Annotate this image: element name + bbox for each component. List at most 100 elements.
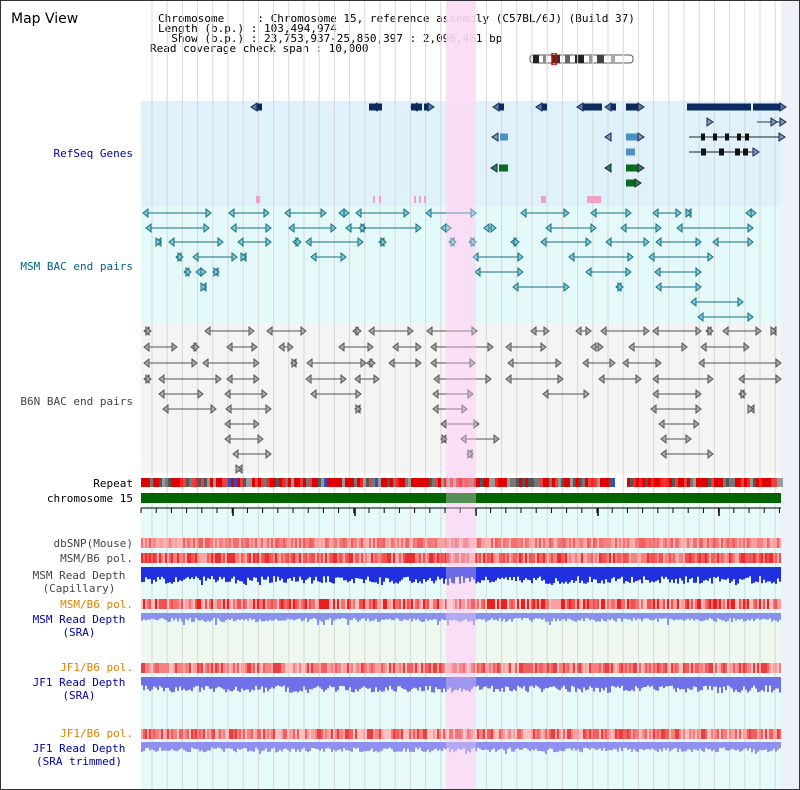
msm-capillary-depth xyxy=(199,567,201,581)
bac-end-right xyxy=(265,403,272,415)
jf1-pol-cell xyxy=(427,663,429,673)
msm-capillary-depth xyxy=(201,567,203,585)
jf1-pol-cell xyxy=(297,663,299,673)
jf1-sra-depth xyxy=(663,677,665,689)
repeat-block xyxy=(681,478,684,487)
msm-sra-depth xyxy=(155,613,157,620)
msm-pol-cell xyxy=(737,553,739,563)
msm-capillary-depth xyxy=(355,567,357,578)
jf1-trim-depth xyxy=(635,742,637,752)
jf1-sra-depth xyxy=(333,677,335,688)
jf1-trim-depth xyxy=(313,742,315,749)
msm-pol-sra-cell xyxy=(705,599,707,609)
repeat-block xyxy=(459,478,462,487)
msm-capillary-depth xyxy=(769,567,771,582)
chromosome-ideogram[interactable] xyxy=(529,53,635,65)
bac-end-right xyxy=(155,236,162,248)
msm-pol-cell xyxy=(421,553,423,563)
jf1-sra-depth xyxy=(511,677,513,692)
jf1-pol-trim-cell xyxy=(171,729,173,739)
dbsnp-cell xyxy=(641,538,643,548)
msm-pol-cell xyxy=(585,553,587,563)
msm-sra-depth xyxy=(547,613,549,622)
bac-end-right xyxy=(470,236,477,248)
jf1-trim-depth xyxy=(767,742,769,753)
jf1-pol-cell xyxy=(425,663,427,673)
jf1-pol-cell xyxy=(255,663,257,673)
repeat-block xyxy=(399,478,402,487)
repeat-block xyxy=(723,478,726,487)
msm-pol-cell xyxy=(359,553,361,563)
jf1-sra-depth xyxy=(757,677,759,693)
msm-sra-depth xyxy=(465,613,467,620)
jf1-pol-cell xyxy=(631,663,633,673)
msm-pol-cell xyxy=(605,553,607,563)
dbsnp-cell xyxy=(203,538,205,548)
msm-sra-depth xyxy=(623,613,625,619)
jf1-sra-depth xyxy=(403,677,405,690)
dbsnp-cell xyxy=(583,538,585,548)
jf1-pol-trim-cell xyxy=(627,729,629,739)
msm-pol-cell xyxy=(361,553,363,563)
jf1-pol-cell xyxy=(659,663,661,673)
jf1-sra-depth xyxy=(283,677,285,686)
jf1-pol-trim-cell xyxy=(269,729,271,739)
dbsnp-cell xyxy=(161,538,163,548)
jf1-pol-trim-cell xyxy=(369,729,371,739)
jf1-trim-depth xyxy=(443,742,445,749)
msm-pol-sra-cell xyxy=(571,599,573,609)
jf1-pol-cell xyxy=(439,663,441,673)
bac-end-right xyxy=(407,325,414,337)
msm-capillary-depth xyxy=(601,567,603,581)
msm-pol-cell xyxy=(315,553,317,563)
msm-capillary-depth xyxy=(771,567,773,584)
msm-sra-depth xyxy=(273,613,275,621)
repeat-block xyxy=(486,478,489,487)
dbsnp-cell xyxy=(695,538,697,548)
msm-pol-sra-cell xyxy=(263,599,265,609)
jf1-sra-depth xyxy=(317,677,319,686)
msm-sra-depth xyxy=(705,613,707,620)
jf1-trim-depth xyxy=(583,742,585,749)
msm-pol-sra-cell xyxy=(505,599,507,609)
jf1-trim-depth xyxy=(565,742,567,749)
jf1-trim-depth xyxy=(327,742,329,748)
msm-capillary-depth xyxy=(395,567,397,583)
dbsnp-cell xyxy=(367,538,369,548)
repeat-block xyxy=(330,478,333,487)
msm-pol-sra-cell xyxy=(393,599,395,609)
repeat-block xyxy=(351,478,354,487)
jf1-pol-cell xyxy=(365,663,367,673)
msm-capillary-depth xyxy=(563,567,565,584)
bac-end-right xyxy=(145,373,152,385)
jf1-pol-cell xyxy=(619,663,621,673)
jf1-sra-depth xyxy=(313,677,315,689)
msm-pol-cell xyxy=(691,553,693,563)
jf1-trim-depth xyxy=(531,742,533,750)
msm-sra-depth xyxy=(499,613,501,619)
msm-pol-cell xyxy=(773,553,775,563)
bac-end-right xyxy=(685,207,692,219)
dbsnp-cell xyxy=(273,538,275,548)
jf1-trim-depth xyxy=(319,742,321,751)
jf1-trim-depth xyxy=(455,742,457,751)
jf1-pol-cell xyxy=(191,663,193,673)
jf1-pol-cell xyxy=(725,663,727,673)
jf1-trim-depth xyxy=(157,742,159,751)
msm-sra-depth xyxy=(463,613,465,620)
jf1-trim-depth xyxy=(351,742,353,752)
dbsnp-cell xyxy=(749,538,751,548)
bac-end-right xyxy=(355,325,362,337)
jf1-sra-depth xyxy=(673,677,675,689)
jf1-sra-depth xyxy=(207,677,209,687)
bac-end-left xyxy=(605,236,612,248)
msm-pol-cell xyxy=(627,553,629,563)
jf1-sra-depth xyxy=(721,677,723,693)
repeat-block xyxy=(780,478,783,487)
bac-end-left xyxy=(620,222,627,234)
msm-pol-sra-cell xyxy=(745,599,747,609)
jf1-trim-depth xyxy=(283,742,285,749)
msm-capillary-depth xyxy=(179,567,181,581)
repeat-block xyxy=(549,478,552,487)
